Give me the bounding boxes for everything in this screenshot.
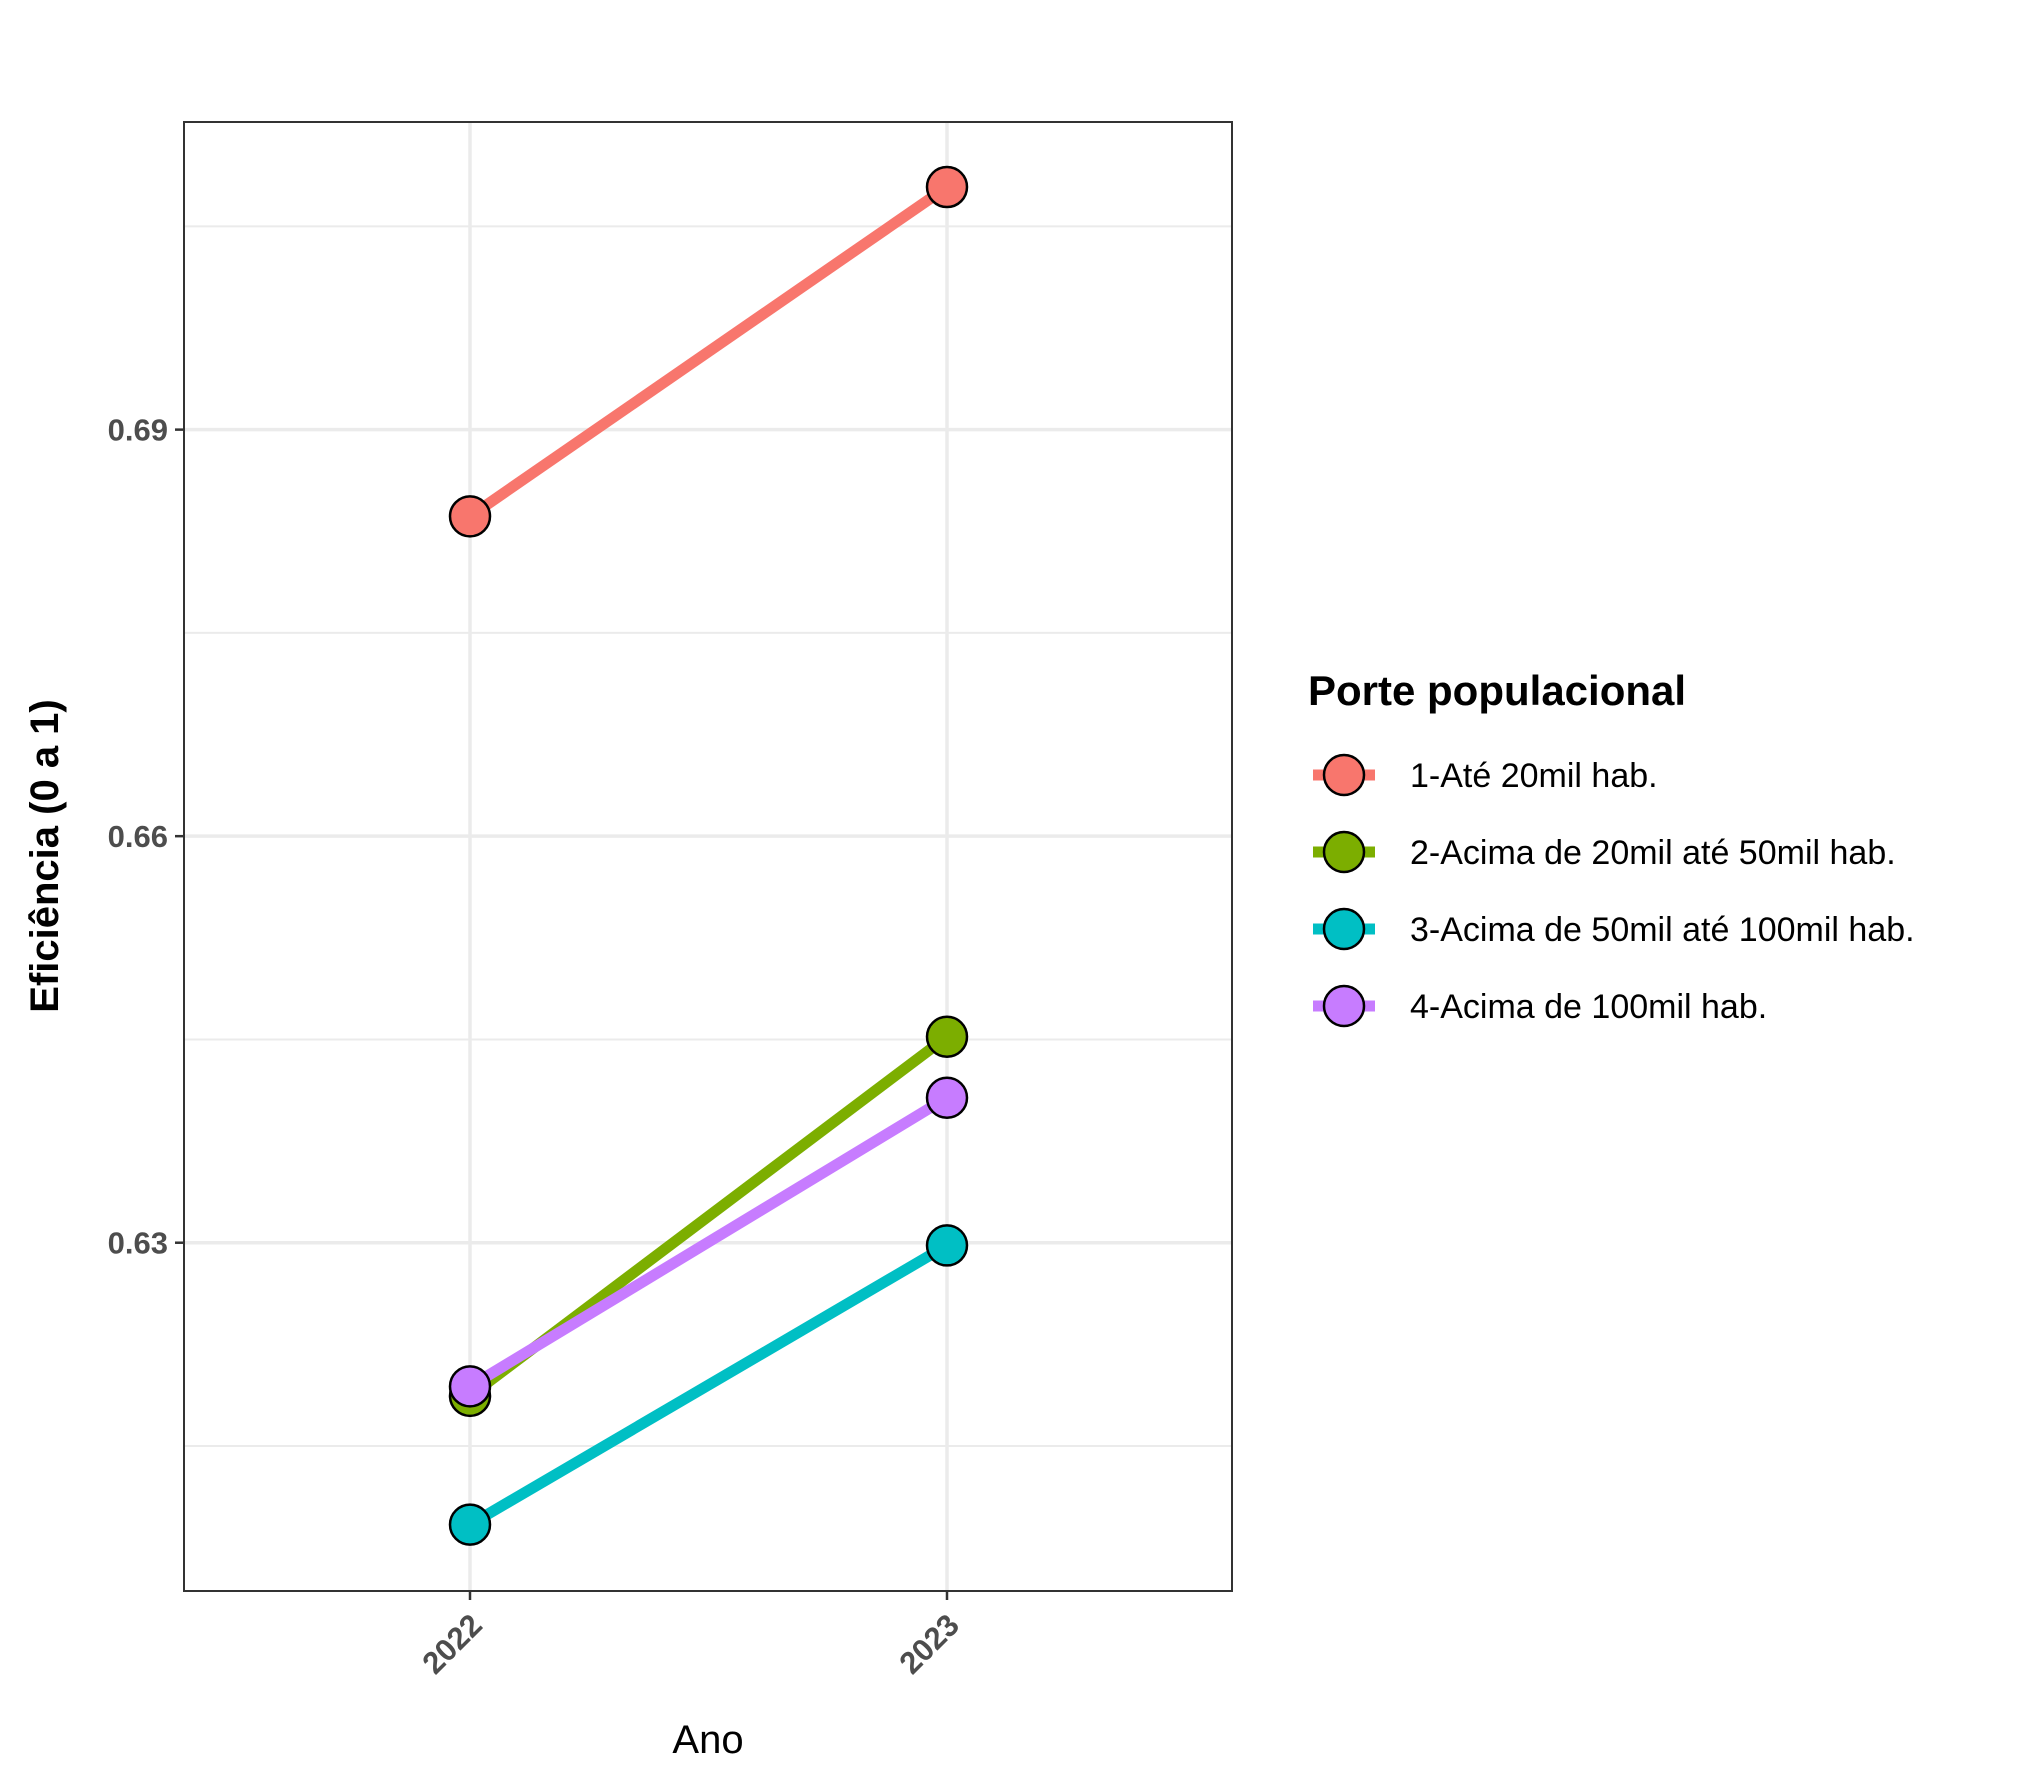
legend-key-point xyxy=(1322,907,1366,951)
legend: Porte populacional 1-Até 20mil hab. 2-Aci… xyxy=(1308,667,1915,1028)
series-point xyxy=(925,165,969,209)
y-tick-label: 0.69 xyxy=(108,413,168,448)
x-axis-title: Ano xyxy=(672,1718,743,1762)
legend-title: Porte populacional xyxy=(1308,667,1686,714)
series-point xyxy=(925,1224,969,1267)
series-point xyxy=(925,1076,969,1119)
legend-label: 2-Acima de 20mil até 50mil hab. xyxy=(1410,834,1896,872)
series-line xyxy=(467,1093,950,1392)
y-axis: 0.63 0.66 0.69 xyxy=(108,413,184,1261)
y-axis-title: Eficiência (0 a 1) xyxy=(23,699,67,1012)
series-line xyxy=(467,1240,950,1530)
legend-key-point xyxy=(1322,984,1366,1028)
series-point xyxy=(448,1503,492,1546)
legend-key-point xyxy=(1322,830,1366,874)
legend-label: 3-Acima de 50mil até 100mil hab. xyxy=(1410,911,1915,949)
series-point xyxy=(925,1015,969,1058)
plot-panel-border xyxy=(183,121,1233,1592)
series-line xyxy=(466,182,951,521)
legend-label: 4-Acima de 100mil hab. xyxy=(1410,988,1767,1026)
legend-key-point xyxy=(1322,753,1366,797)
series-points xyxy=(448,165,969,1546)
y-tick-label: 0.63 xyxy=(108,1226,168,1261)
series-point xyxy=(448,495,492,538)
series-point xyxy=(448,1365,492,1408)
y-tick-label: 0.66 xyxy=(108,819,168,854)
legend-label: 1-Até 20mil hab. xyxy=(1410,757,1658,795)
series-lines xyxy=(466,182,951,1530)
